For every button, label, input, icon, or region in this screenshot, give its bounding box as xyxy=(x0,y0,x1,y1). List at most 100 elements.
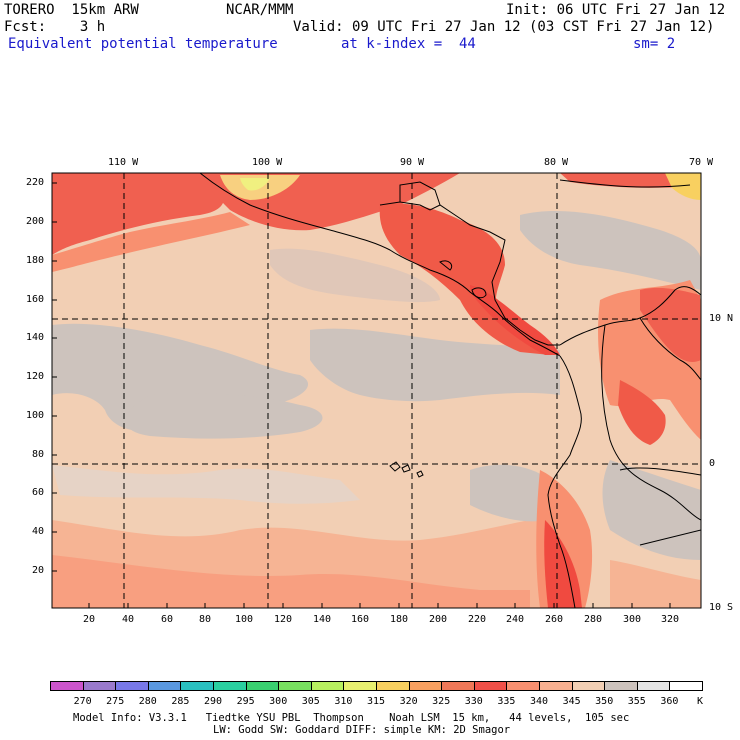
x-tick-label: 200 xyxy=(429,614,448,625)
colorbar-label: 305 xyxy=(301,696,320,707)
colorbar-label: 320 xyxy=(399,696,418,707)
colorbar-label: 355 xyxy=(627,696,646,707)
colorbar-swatch xyxy=(180,681,214,691)
x-tick-label: 160 xyxy=(351,614,370,625)
colorbar-swatch xyxy=(669,681,703,691)
x-tick-label: 60 xyxy=(161,614,174,625)
colorbar-swatch xyxy=(473,681,508,691)
colorbar-label: 345 xyxy=(562,696,581,707)
coastline-galapagos xyxy=(389,461,424,478)
x-tick-label: 100 xyxy=(235,614,254,625)
map-frame xyxy=(51,172,702,609)
border-south-america-2 xyxy=(619,467,701,476)
colorbar-swatch xyxy=(408,681,443,691)
colorbar-label: 335 xyxy=(497,696,516,707)
cool-region-central xyxy=(310,328,560,402)
colorbar-label: 290 xyxy=(203,696,223,707)
hot-region-andes xyxy=(618,380,666,445)
y-tick-label: 20 xyxy=(32,565,45,576)
x-tick-label: 260 xyxy=(545,614,564,625)
x-tick-label: 80 xyxy=(199,614,212,625)
model-info-line: Model Info: V3.3.1 Tiedtke YSU PBL Thomp… xyxy=(73,712,630,724)
lat-label-0: 0 xyxy=(709,458,716,469)
colorbar-label: 325 xyxy=(432,696,451,707)
colorbar-swatch xyxy=(343,681,377,691)
x-tick-label: 40 xyxy=(122,614,135,625)
hot-region-peru-coast xyxy=(544,520,582,608)
lon-label-70w: 70 W xyxy=(689,157,714,168)
colorbar-label: 295 xyxy=(236,696,255,707)
colorbar-swatch xyxy=(506,681,540,691)
cool-region-caribbean xyxy=(520,210,701,290)
colorbar-unit: K xyxy=(697,696,704,707)
colorbar-swatch xyxy=(213,681,247,691)
x-tick-label: 20 xyxy=(83,614,96,625)
y-tick-label: 160 xyxy=(26,294,45,305)
y-tick-label: 100 xyxy=(26,410,45,421)
level-label: at k-index = 44 xyxy=(341,36,476,52)
y-tick-label: 180 xyxy=(26,255,45,266)
init-time: Init: 06 UTC Fri 27 Jan 12 xyxy=(506,2,726,18)
x-tick-label: 180 xyxy=(390,614,409,625)
hot-spot-northeast xyxy=(665,173,701,200)
y-tick-label: 140 xyxy=(26,332,45,343)
x-tick-label: 120 xyxy=(274,614,293,625)
southern-warm-band-2 xyxy=(52,555,530,608)
warm-region-northwest-fringe xyxy=(52,212,250,272)
colorbar-swatch xyxy=(50,681,84,691)
coastline-mexico xyxy=(199,173,561,357)
hot-spot-mexico-core xyxy=(240,178,270,191)
colorbar-label: 310 xyxy=(334,696,353,707)
colorbar-swatch xyxy=(539,681,573,691)
coastlines xyxy=(199,173,701,608)
y-tick-label: 220 xyxy=(26,177,45,188)
colorbar-swatch xyxy=(636,681,671,691)
x-tick-label: 280 xyxy=(584,614,603,625)
coastline-gulf-fonseca xyxy=(439,260,453,271)
colorbar-label: 360 xyxy=(660,696,679,707)
colorbar-swatch xyxy=(82,681,117,691)
lon-label-90w: 90 W xyxy=(400,157,425,168)
colorbar-swatch xyxy=(441,681,475,691)
colorbar-swatch xyxy=(376,681,410,691)
lon-label-80w: 80 W xyxy=(544,157,569,168)
coastline-cuba xyxy=(559,179,691,188)
border-venezuela xyxy=(639,317,701,381)
colorbar-swatch xyxy=(571,681,606,691)
y-tick-label: 40 xyxy=(32,526,45,537)
center-name: NCAR/MMM xyxy=(226,2,294,18)
warm-region-brazil xyxy=(610,560,701,608)
lat-label-10n: 10 N xyxy=(709,313,734,324)
colorbar-label: 340 xyxy=(529,696,549,707)
cool-region-band2 xyxy=(125,393,323,439)
colorbar-label: 300 xyxy=(269,696,288,707)
coastline-caribbean-ca xyxy=(379,201,560,346)
colorbar-swatch xyxy=(278,681,312,691)
forecast-hour: Fcst: 3 h xyxy=(4,19,106,35)
colorbar-label: 280 xyxy=(138,696,157,707)
coastline-ecuador-peru xyxy=(547,355,582,608)
valid-time: Valid: 09 UTC Fri 27 Jan 12 (03 CST Fri … xyxy=(293,19,715,35)
cool-region-north-ocean xyxy=(270,248,440,303)
x-tick-label: 140 xyxy=(313,614,332,625)
smoothing-label: sm= 2 xyxy=(633,36,676,52)
model-name: TORERO 15km ARW xyxy=(4,2,139,18)
y-tick-label: 200 xyxy=(26,216,45,227)
colorbar-swatch xyxy=(310,681,345,691)
cool-region-south-america xyxy=(602,460,701,560)
y-tick-label: 60 xyxy=(32,487,45,498)
colorbar-label: 350 xyxy=(595,696,614,707)
colorbar-label: 285 xyxy=(171,696,190,707)
x-tick-label: 240 xyxy=(506,614,525,625)
physics-info-line: LW: Godd SW: Goddard DIFF: simple KM: 2D… xyxy=(213,724,511,736)
warm-region-central-america xyxy=(379,203,550,355)
warm-region-costa-rica xyxy=(470,285,560,355)
coastline-lake-nicaragua xyxy=(471,287,487,299)
warm-region-northwest xyxy=(52,173,224,255)
axis-ticks xyxy=(52,182,671,608)
border-south-america-3 xyxy=(639,529,701,546)
x-tick-label: 220 xyxy=(468,614,487,625)
colorbar-label: 275 xyxy=(106,696,125,707)
lon-label-100w: 100 W xyxy=(252,157,283,168)
